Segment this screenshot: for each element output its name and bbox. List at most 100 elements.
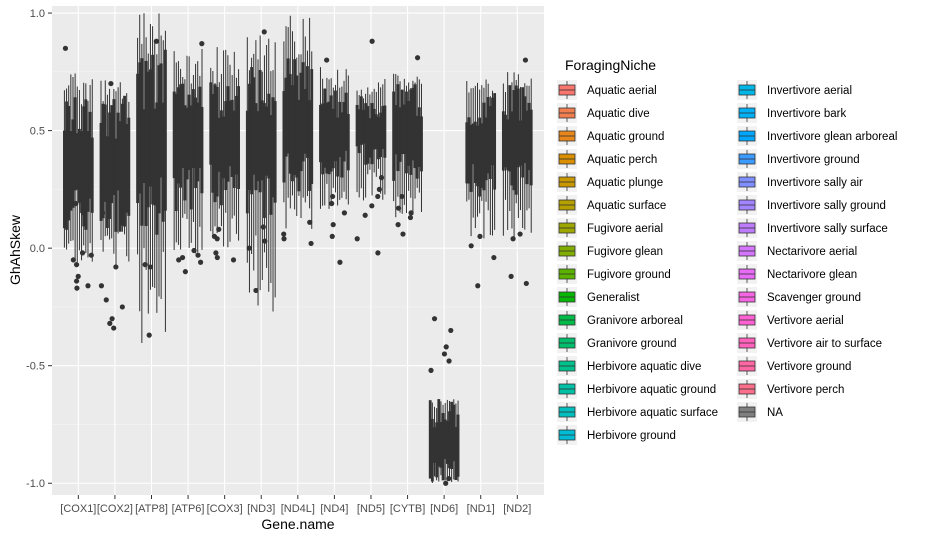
legend-item: Scavenger ground [737, 287, 861, 307]
outlier-point [62, 45, 69, 51]
outlier-point [260, 224, 266, 230]
outlier-point [446, 475, 452, 482]
box [433, 427, 436, 463]
legend-label: NA [767, 407, 783, 419]
legend-label: Herbivore aquatic surface [587, 407, 718, 419]
box [448, 411, 451, 469]
legend-label: Invertivore ground [767, 154, 860, 166]
outlier-point [407, 214, 414, 221]
box [181, 83, 185, 168]
box [409, 89, 413, 175]
outlier-point [261, 29, 267, 35]
legend-item: Invertivore aerial [737, 80, 852, 100]
box [527, 102, 531, 171]
outlier-point [443, 344, 449, 350]
box [127, 117, 131, 216]
box [482, 102, 486, 191]
outlier-point [428, 367, 434, 373]
box [342, 102, 346, 162]
box [450, 401, 454, 470]
box [525, 110, 529, 185]
box [310, 69, 314, 184]
box [355, 104, 359, 147]
box [217, 117, 221, 172]
box [250, 67, 253, 195]
outlier-point [522, 57, 529, 63]
box [398, 107, 402, 162]
boxplot-group [62, 45, 94, 291]
box [237, 86, 240, 189]
boxplot-group [245, 29, 277, 312]
legend-label: Vertivore perch [767, 384, 844, 396]
outlier-point [111, 325, 117, 331]
legend-label: Herbivore aquatic dive [587, 361, 701, 373]
legend-label: Vertivore air to surface [767, 338, 882, 350]
legend-item: Herbivore aquatic ground [557, 379, 716, 399]
outlier-point [253, 287, 259, 294]
legend-item: Aquatic dive [557, 103, 650, 123]
legend-item: Herbivore ground [557, 425, 676, 445]
y-tick-label: 0.5 [30, 126, 45, 138]
box [174, 93, 178, 212]
box [284, 77, 288, 157]
box [295, 75, 299, 178]
legend-label: Nectarivore aerial [767, 246, 857, 258]
box [454, 426, 458, 480]
box [493, 93, 497, 190]
box [161, 102, 165, 222]
legend-label: Invertivore sally air [767, 177, 863, 189]
outlier-point [88, 252, 94, 258]
box [116, 112, 120, 191]
box [413, 84, 417, 169]
box [306, 66, 309, 158]
box [273, 101, 277, 203]
outlier-point [400, 231, 406, 237]
outlier-point [307, 219, 313, 225]
outlier-point [431, 316, 438, 322]
y-tick-label: -0.5 [26, 361, 45, 373]
box [325, 102, 329, 174]
box [469, 124, 473, 192]
box [417, 107, 421, 168]
outlier-point [100, 210, 106, 216]
box [329, 95, 333, 172]
box [106, 136, 109, 228]
box [521, 87, 525, 178]
outlier-point [477, 233, 483, 239]
outlier-point [80, 210, 87, 216]
box [138, 62, 142, 194]
outlier-point [191, 247, 197, 254]
box [415, 115, 419, 179]
box [211, 94, 215, 193]
legend-label: Invertivore sally surface [767, 223, 888, 235]
x-tick-label: [ATP6] [172, 503, 205, 515]
box [224, 101, 228, 191]
outlier-point [491, 254, 497, 261]
box [215, 86, 219, 197]
box [519, 120, 522, 166]
box [136, 73, 139, 204]
box [411, 87, 415, 161]
x-tick-label: [ND5] [357, 503, 385, 515]
outlier-point [308, 240, 314, 247]
box [400, 89, 404, 155]
box [151, 54, 154, 205]
box [140, 58, 144, 226]
legend-label: Invertivore sally ground [767, 200, 886, 212]
box [510, 111, 514, 186]
box [256, 111, 260, 182]
legend-item: Fugivore glean [557, 241, 663, 261]
legend-label: Nectarivore glean [767, 269, 857, 281]
box [144, 60, 148, 226]
outlier-point [108, 80, 114, 87]
boxplot-group [136, 13, 167, 343]
box [226, 86, 230, 182]
outlier-point [70, 257, 76, 263]
box [523, 96, 527, 164]
box [200, 106, 204, 194]
outlier-point [517, 231, 523, 237]
legend-label: Aquatic perch [587, 154, 657, 166]
outlier-point [147, 264, 153, 270]
legend-item: Nectarivore glean [737, 264, 857, 284]
legend-label: Aquatic aerial [587, 85, 657, 97]
